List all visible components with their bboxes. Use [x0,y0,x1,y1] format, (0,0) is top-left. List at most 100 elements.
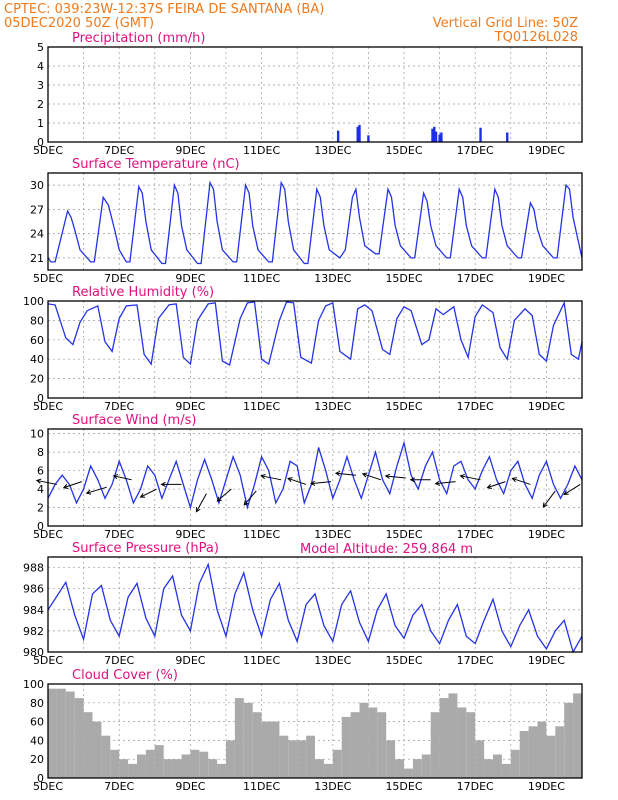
wind-arrow-shaft [86,486,107,494]
cloud-bar [395,759,404,778]
wind-arrow [195,493,207,513]
y-tick-label: 980 [23,646,44,659]
precip-bar [438,134,441,142]
panel-frame [47,300,583,399]
y-tick-label: 27 [30,203,44,216]
x-tick-label: 7DEC [104,654,134,667]
wind-arrow-head [361,472,368,478]
wind-arrow-shaft [195,493,207,512]
wind-arrow-shaft [512,477,531,485]
cloud-bar [421,754,431,778]
cloud-bar [368,707,378,778]
cloud-bar [341,716,351,778]
wind-arrow [243,490,257,506]
x-tick-label: 11DEC [243,528,280,541]
cloud-bar [154,745,164,778]
cloud-bar [217,763,226,778]
x-tick-label: 17DEC [457,528,494,541]
cloud-bar [208,759,218,778]
header-location: CPTEC: 039:23W-12:37S FEIRA DE SANTANA (… [4,2,324,17]
x-tick-label: 7DEC [104,400,134,413]
series-line [47,180,583,265]
y-tick-label: 2 [37,502,44,515]
x-tick-label: 9DEC [175,144,205,157]
panel-title: Surface Pressure (hPa) [72,541,219,556]
wind-arrow [216,488,232,502]
precip-bar [506,132,509,142]
cloud-bar [110,749,120,778]
precip-bar [431,128,434,142]
wind-arrow-head [139,493,146,498]
x-tick-label: 17DEC [457,654,494,667]
x-tick-label: 5DEC [33,528,63,541]
cloud-bar [510,749,520,778]
header-model-id: TQ0126L028 [494,30,578,45]
x-tick-label: 11DEC [243,144,280,157]
x-tick-label: 7DEC [104,272,134,285]
wind-arrow [563,484,581,495]
cloud-bar [172,759,182,778]
wind-arrow-shaft [261,475,282,481]
wind-arrow [409,477,431,483]
cloud-bar [163,759,173,778]
header-run-time: 05DEC2020 50Z (GMT) [4,16,154,31]
panel-frame [47,683,583,779]
cloud-bar [261,721,271,778]
y-tick-label: 0 [37,520,44,533]
x-tick-label: 19DEC [528,654,565,667]
y-tick-label: 984 [23,604,44,617]
cloud-bar [412,759,422,778]
cloud-bar [501,763,511,778]
x-tick-label: 9DEC [175,654,205,667]
y-tick-label: 10 [30,428,44,441]
precip-bar [440,132,443,142]
y-tick-label: 80 [30,697,44,710]
wind-arrow-shaft [113,475,132,481]
cloud-bar [519,731,529,778]
x-tick-label: 13DEC [314,272,351,285]
model-altitude-label: Model Altitude: 259.864 m [300,542,473,557]
x-tick-label: 9DEC [175,528,205,541]
wind-arrow-head [195,507,201,513]
y-tick-label: 20 [30,373,44,386]
wind-arrow-head [112,474,119,480]
wind-arrow-head [334,470,341,477]
cloud-bar [573,693,582,778]
x-tick-label: 7DEC [104,528,134,541]
cloud-bar [65,691,75,778]
cloud-bar [386,740,396,778]
cloud-bar [83,712,93,778]
wind-arrow-head [216,496,222,502]
y-tick-label: 21 [30,252,44,265]
series-line [47,562,583,654]
series-line [47,440,583,511]
wind-arrow [35,478,57,485]
x-tick-label: 7DEC [104,144,134,157]
y-tick-label: 40 [30,734,44,747]
x-tick-label: 19DEC [528,780,565,793]
panel-frame [47,46,583,143]
cloud-bar [315,759,324,778]
wind-arrow-shaft [487,481,506,489]
wind-arrow-head [35,478,42,484]
y-tick-label: 100 [23,678,44,691]
x-tick-label: 13DEC [314,400,351,413]
x-tick-label: 15DEC [385,144,422,157]
wind-arrow-head [434,480,440,486]
y-tick-label: 2 [37,98,44,111]
wind-arrow-head [459,473,465,480]
x-tick-label: 11DEC [243,400,280,413]
x-tick-label: 11DEC [243,780,280,793]
y-tick-label: 8 [37,446,44,459]
y-tick-label: 4 [37,483,44,496]
y-tick-label: 0 [37,392,44,405]
panel-4: Surface Wind (m/s) 0 2 4 6 8 10 5DEC 7DEC 9DEC 11D… [30,413,583,541]
panel-title: Precipitation (mm/h) [72,31,205,46]
precip-bar [367,135,370,142]
cloud-bar [448,693,458,778]
x-tick-label: 13DEC [314,528,351,541]
cloud-bar [430,712,440,778]
panel-5: Surface Pressure (hPa) 980 982 984 986 988 5DE… [23,541,583,667]
cloud-bar [359,702,369,778]
